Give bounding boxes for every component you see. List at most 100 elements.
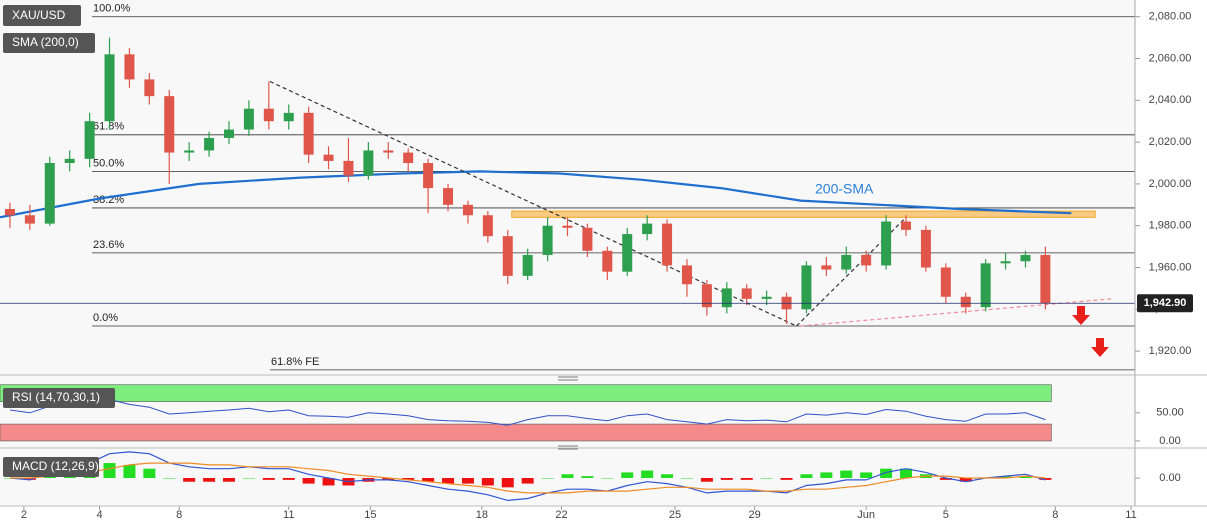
y-tick-label: 2,040.00 bbox=[1149, 94, 1192, 106]
candle-body bbox=[303, 112, 314, 155]
histogram-bar bbox=[740, 478, 753, 480]
macd-line bbox=[9, 451, 1046, 502]
candle-body bbox=[343, 160, 354, 176]
histogram-bar bbox=[163, 478, 176, 479]
histogram-bar bbox=[541, 478, 554, 479]
rsi-line bbox=[9, 398, 1046, 426]
histogram-bar bbox=[760, 478, 773, 479]
candle-body bbox=[602, 250, 613, 272]
candle-body bbox=[801, 265, 812, 310]
candle-body bbox=[881, 221, 892, 266]
candle-body bbox=[323, 154, 334, 161]
y-tick-label: 1,920.00 bbox=[1149, 345, 1192, 357]
fib-label: 61.8% bbox=[93, 121, 124, 133]
histogram-bar bbox=[203, 478, 216, 482]
candle-body bbox=[243, 108, 254, 130]
histogram-bar bbox=[262, 478, 275, 480]
candle-body bbox=[980, 263, 991, 308]
x-tick-label: 11 bbox=[283, 509, 294, 521]
candle-body bbox=[124, 54, 135, 80]
fib-label: 0.0% bbox=[93, 312, 118, 324]
y-tick-label: 1,980.00 bbox=[1149, 220, 1192, 232]
candle-body bbox=[681, 265, 692, 285]
histogram-bar bbox=[322, 478, 335, 486]
candle-body bbox=[960, 296, 971, 308]
histogram-bar bbox=[3, 478, 16, 479]
histogram-bar bbox=[422, 478, 435, 482]
candle-body bbox=[223, 129, 234, 138]
histogram-bar bbox=[939, 478, 952, 480]
x-tick-label: 4 bbox=[96, 509, 102, 521]
histogram-bar bbox=[900, 468, 913, 478]
legend-box[interactable] bbox=[3, 33, 95, 53]
histogram-bar bbox=[143, 468, 156, 478]
symbol-label: XAU/USD bbox=[12, 8, 66, 22]
candle-body bbox=[940, 267, 951, 297]
histogram-bar bbox=[601, 478, 614, 479]
histogram-bar bbox=[840, 470, 853, 478]
histogram-bar bbox=[581, 476, 594, 478]
histogram-bar bbox=[23, 478, 36, 480]
histogram-bar bbox=[242, 478, 255, 479]
y-tick-label: 1,960.00 bbox=[1149, 261, 1192, 273]
histogram-bar bbox=[123, 464, 136, 478]
histogram-bar bbox=[860, 472, 873, 478]
y-tick-label: 2,060.00 bbox=[1149, 52, 1192, 64]
rsi-band bbox=[0, 384, 1052, 402]
candle-body bbox=[562, 225, 573, 228]
rsi-band bbox=[0, 423, 1052, 442]
legend-box[interactable] bbox=[3, 388, 115, 408]
histogram-bar bbox=[282, 478, 295, 480]
candle-body bbox=[821, 265, 832, 270]
histogram-bar bbox=[621, 472, 634, 478]
candle-body bbox=[502, 236, 513, 276]
y-tick-label: 2,080.00 bbox=[1149, 11, 1192, 23]
candle-body bbox=[462, 204, 473, 216]
candle-body bbox=[721, 288, 732, 308]
candle-body bbox=[423, 163, 434, 189]
fib-label: 23.6% bbox=[93, 239, 124, 251]
histogram-bar bbox=[661, 474, 674, 478]
down-arrow bbox=[1091, 338, 1109, 357]
candle-body bbox=[901, 221, 912, 230]
candle-body bbox=[24, 215, 35, 224]
histogram-bar bbox=[382, 478, 395, 480]
sma-annotation: 200-SMA bbox=[815, 181, 874, 197]
histogram-bar bbox=[800, 474, 813, 478]
histogram-bar bbox=[780, 478, 793, 480]
candle-body bbox=[403, 152, 414, 164]
histogram-bar bbox=[103, 463, 116, 478]
histogram-bar bbox=[880, 468, 893, 478]
histogram-bar bbox=[402, 478, 415, 480]
y-tick-label: 2,020.00 bbox=[1149, 136, 1192, 148]
candle-body bbox=[761, 296, 772, 299]
down-arrow bbox=[1072, 306, 1090, 325]
x-tick-label: 18 bbox=[476, 509, 488, 521]
candle-body bbox=[642, 223, 653, 235]
candle-body bbox=[363, 150, 374, 176]
fib-label: 61.8% FE bbox=[271, 356, 319, 368]
last-price-box bbox=[1137, 294, 1193, 313]
legend-box[interactable] bbox=[3, 457, 99, 477]
y-tick-label: 0.00 bbox=[1159, 472, 1180, 484]
candle-body bbox=[582, 227, 593, 251]
histogram-bar bbox=[1039, 478, 1052, 480]
candle-body bbox=[44, 163, 55, 224]
macd-label: MACD (12,26,9) bbox=[12, 459, 99, 473]
histogram-bar bbox=[302, 478, 315, 484]
x-tick-label: 5 bbox=[943, 509, 949, 521]
candle-body bbox=[283, 112, 294, 122]
histogram-bar bbox=[501, 478, 514, 488]
candle-body bbox=[662, 223, 673, 266]
legend-box[interactable] bbox=[3, 5, 81, 26]
candle-body bbox=[144, 79, 155, 97]
candle-body bbox=[204, 137, 215, 151]
x-tick-label: 8 bbox=[1052, 509, 1058, 521]
candle-body bbox=[184, 150, 195, 153]
candle-body bbox=[383, 150, 394, 153]
resistance-zone bbox=[511, 210, 1096, 218]
candle-body bbox=[861, 254, 872, 266]
pane-grip[interactable] bbox=[558, 376, 578, 450]
